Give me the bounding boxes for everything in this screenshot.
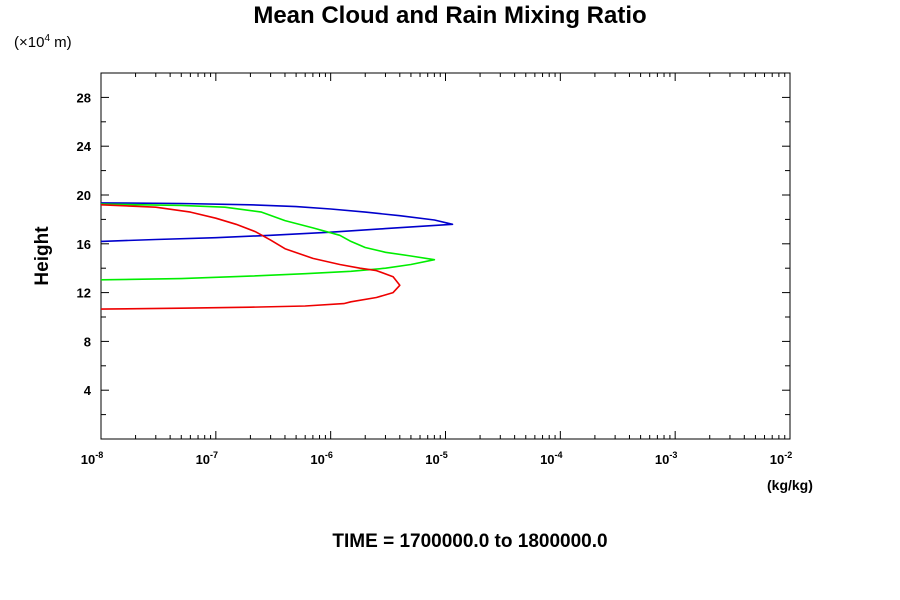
y-tick-label: 16	[77, 237, 91, 252]
x-tick-label: 10-6	[310, 450, 332, 467]
x-tick-label: 10-7	[196, 450, 218, 467]
y-tick-label: 24	[77, 139, 92, 154]
y-tick-label: 4	[84, 383, 92, 398]
y-tick-label: 12	[77, 286, 91, 301]
x-tick-label: 10-8	[81, 450, 103, 467]
x-axis-unit-label: (kg/kg)	[767, 477, 813, 493]
series-line-1	[100, 202, 454, 243]
series-line-3	[100, 204, 401, 310]
plot-frame	[100, 72, 791, 440]
y-tick-label: 20	[77, 188, 91, 203]
y-axis-scale-label: (×104 m)	[14, 33, 72, 51]
x-tick-label: 10-3	[655, 450, 677, 467]
x-tick-label: 10-5	[425, 450, 447, 467]
y-tick-label: 28	[77, 90, 91, 105]
x-tick-label: 10-4	[540, 450, 562, 467]
time-range-footer: TIME = 1700000.0 to 1800000.0	[332, 531, 608, 552]
y-tick-label: 8	[84, 334, 91, 349]
series-line-2	[100, 203, 436, 281]
chart-title: Mean Cloud and Rain Mixing Ratio	[253, 2, 647, 29]
x-tick-label: 10-2	[770, 450, 792, 467]
